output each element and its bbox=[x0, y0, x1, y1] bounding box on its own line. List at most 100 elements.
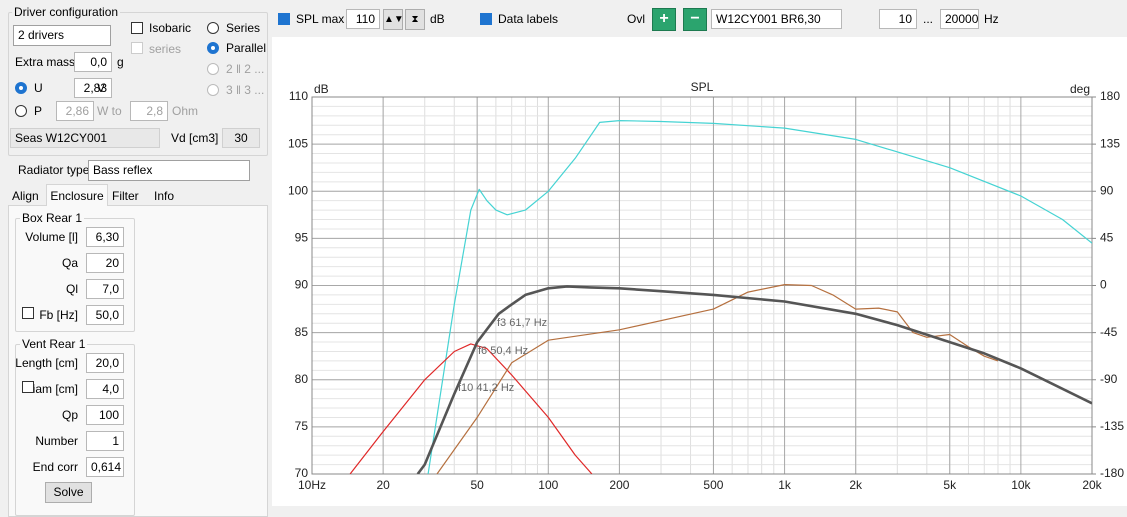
input[interactable]: 100 bbox=[86, 405, 124, 425]
field-label: Volume [l] bbox=[25, 230, 78, 244]
x-tick-label: 200 bbox=[609, 478, 629, 492]
input[interactable]: 0,614 bbox=[86, 457, 124, 477]
unit: Ohm bbox=[172, 104, 199, 118]
driver-name: Seas W12CY001 bbox=[10, 128, 160, 148]
input[interactable]: 0,0 bbox=[74, 52, 112, 72]
label: Radiator type bbox=[18, 163, 90, 177]
y-tick-label: 100 bbox=[288, 183, 308, 197]
y-tick-label: 70 bbox=[295, 466, 309, 480]
y-tick-label: 85 bbox=[295, 325, 309, 339]
y2-tick-label: 0 bbox=[1100, 278, 1107, 292]
checkbox[interactable] bbox=[22, 381, 34, 393]
unit: g bbox=[117, 55, 124, 69]
radiator-select[interactable]: Bass reflex bbox=[88, 160, 250, 181]
series-line bbox=[427, 120, 1092, 474]
y-tick-label: 75 bbox=[295, 419, 309, 433]
checkbox[interactable] bbox=[278, 13, 290, 25]
field-label: Ql bbox=[66, 282, 78, 296]
label: Series bbox=[226, 21, 261, 35]
radio[interactable] bbox=[207, 42, 219, 54]
y2-tick-label: 90 bbox=[1100, 183, 1114, 197]
input: 2,86 bbox=[56, 101, 94, 121]
add-button[interactable]: + bbox=[652, 8, 676, 31]
input[interactable]: 110 bbox=[346, 9, 380, 29]
x-tick-label: 500 bbox=[703, 478, 723, 492]
radio[interactable] bbox=[207, 22, 219, 34]
series-line bbox=[416, 285, 1092, 474]
field-label: Diam [cm] bbox=[24, 382, 78, 396]
label: Extra mass bbox=[15, 55, 76, 69]
input[interactable]: 6,30 bbox=[86, 227, 124, 247]
tab-panel bbox=[8, 205, 268, 517]
x-tick-label: 10k bbox=[1011, 478, 1031, 492]
input[interactable]: 2,83 bbox=[74, 78, 112, 98]
y-tick-label: 95 bbox=[295, 231, 309, 245]
radio bbox=[207, 84, 219, 96]
label: W to bbox=[97, 104, 122, 118]
y-tick-label: 105 bbox=[288, 136, 308, 150]
input[interactable]: 20 bbox=[86, 253, 124, 273]
label: Parallel bbox=[226, 41, 267, 55]
y2-tick-label: -180 bbox=[1100, 466, 1124, 480]
spin-button[interactable]: ⧗ bbox=[405, 9, 425, 30]
drivers-select[interactable]: 2 drivers bbox=[13, 25, 111, 46]
radio[interactable] bbox=[15, 105, 27, 117]
input[interactable]: 1 bbox=[86, 431, 124, 451]
field-label: Qp bbox=[61, 408, 78, 422]
checkbox[interactable] bbox=[131, 22, 143, 34]
tab[interactable]: Info bbox=[154, 189, 175, 203]
radio bbox=[207, 63, 219, 75]
input[interactable]: 4,0 bbox=[86, 379, 124, 399]
spin-button[interactable]: ▲▼ bbox=[383, 9, 404, 30]
annotation: f6 50,4 Hz bbox=[478, 345, 528, 357]
label: Data labels bbox=[498, 12, 559, 26]
field-label: Length [cm] bbox=[15, 356, 78, 370]
label: Ovl bbox=[627, 12, 645, 26]
y-axis-label: dB bbox=[314, 82, 329, 96]
field-label: Number bbox=[35, 434, 78, 448]
remove-button[interactable]: − bbox=[683, 8, 707, 31]
checkbox[interactable] bbox=[480, 13, 492, 25]
app: Driver configuration 2 drivers Isobaric … bbox=[8, 5, 1127, 517]
input: 2,8 bbox=[130, 101, 168, 121]
input[interactable]: 20000 bbox=[940, 9, 979, 29]
solve-button[interactable]: Solve bbox=[45, 482, 92, 503]
input[interactable]: 7,0 bbox=[86, 279, 124, 299]
label: 3 ‖ 3 ... bbox=[226, 83, 265, 97]
radio[interactable] bbox=[15, 82, 27, 94]
tab[interactable]: Align bbox=[12, 189, 39, 203]
input[interactable]: 50,0 bbox=[86, 305, 124, 325]
x-tick-label: 100 bbox=[538, 478, 558, 492]
y2-tick-label: -90 bbox=[1100, 372, 1118, 386]
label: series bbox=[149, 42, 182, 56]
label: Isobaric bbox=[149, 21, 192, 35]
input: 30 bbox=[222, 128, 260, 148]
chart-title: SPL bbox=[691, 80, 714, 94]
x-tick-label: 1k bbox=[778, 478, 792, 492]
y2-axis-label: deg bbox=[1070, 82, 1090, 96]
input[interactable]: 10 bbox=[879, 9, 917, 29]
x-tick-label: 20k bbox=[1082, 478, 1102, 492]
series-line bbox=[436, 284, 999, 474]
label: U bbox=[34, 81, 43, 95]
field-label: Fb [Hz] bbox=[39, 308, 78, 322]
tab-active[interactable]: Enclosure bbox=[46, 184, 108, 206]
field-label: End corr bbox=[32, 460, 78, 474]
group-title: Vent Rear 1 bbox=[20, 337, 88, 351]
label: Vd [cm3] bbox=[171, 131, 219, 145]
annotation: f3 61,7 Hz bbox=[497, 317, 547, 329]
x-tick-label: 50 bbox=[470, 478, 484, 492]
label: SPL max bbox=[296, 12, 345, 26]
input[interactable]: 20,0 bbox=[86, 353, 124, 373]
x-tick-label: 10Hz bbox=[298, 478, 326, 492]
y2-tick-label: -135 bbox=[1100, 419, 1124, 433]
unit: V bbox=[97, 81, 106, 95]
label: P bbox=[34, 104, 43, 118]
input[interactable]: W12CY001 BR6,30 bbox=[711, 9, 842, 29]
tab[interactable]: Filter bbox=[112, 189, 139, 203]
x-tick-label: 2k bbox=[849, 478, 863, 492]
plot-frame bbox=[311, 96, 1093, 475]
checkbox[interactable] bbox=[22, 307, 34, 319]
y-tick-label: 90 bbox=[295, 278, 309, 292]
group-box bbox=[8, 12, 268, 156]
